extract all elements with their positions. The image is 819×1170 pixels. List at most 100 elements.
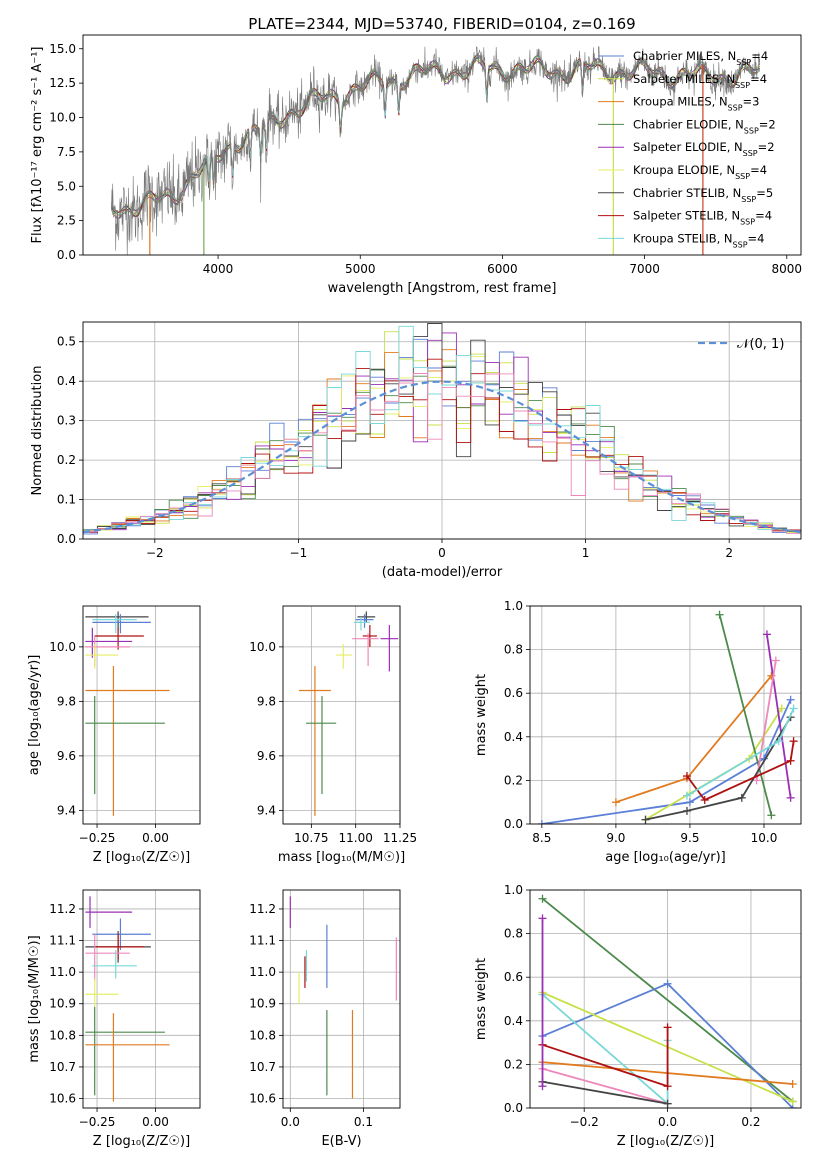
legend-label: Salpeter MILES, NSSP=4 bbox=[633, 72, 767, 90]
legend-name: Salpeter STELIB, N bbox=[633, 209, 740, 223]
histogram-step bbox=[83, 373, 801, 534]
mass-weight-line bbox=[766, 634, 792, 798]
x-tick-label: −0.2 bbox=[570, 1115, 599, 1129]
mass-weight-line bbox=[542, 1067, 668, 1105]
x-tick-label: −1 bbox=[290, 546, 308, 560]
plus-marker bbox=[762, 630, 771, 639]
legend-suffix: =4 bbox=[751, 49, 768, 63]
age-vs-mass-panel: 10.75 11.00 11.25 9.4 9.6 9.8 10.0 mass [log₁₀(… bbox=[249, 605, 417, 865]
legend-subscript: SSP bbox=[728, 103, 743, 112]
x-axis-label: E(B-V) bbox=[321, 1134, 361, 1149]
legend-name: Kroupa MILES, N bbox=[633, 95, 728, 109]
legend-label: Chabrier MILES, NSSP=4 bbox=[633, 49, 768, 67]
plus-marker bbox=[774, 737, 783, 746]
y-tick-label: 0.0 bbox=[57, 532, 76, 546]
y-tick-label: 12.5 bbox=[49, 76, 76, 90]
x-tick-label: −2 bbox=[146, 546, 164, 560]
errorbar-point bbox=[92, 918, 151, 951]
x-axis-label: age [log₁₀(age/yr)] bbox=[605, 850, 726, 865]
x-axis-label: mass [log₁₀(M/M☉)] bbox=[278, 850, 405, 865]
y-tick-label: 0.8 bbox=[504, 927, 523, 941]
errorbar-point bbox=[306, 695, 337, 795]
errorbar-point bbox=[362, 625, 377, 647]
plot-area bbox=[298, 611, 399, 816]
y-tick-label: 9.6 bbox=[57, 749, 76, 763]
y-axis-label: mass weight bbox=[474, 958, 489, 1040]
x-tick-label: 0.0 bbox=[281, 1115, 300, 1129]
y-tick-label: 0.2 bbox=[504, 1057, 523, 1071]
plus-marker bbox=[685, 798, 694, 807]
axes-frame bbox=[82, 605, 201, 825]
errorbar-point bbox=[352, 633, 379, 666]
residual-histogram-panel: −2 −1 0 1 2 0.0 0.1 0.2 0.3 0.4 0.5 (data-model)/er… bbox=[30, 321, 802, 580]
mass-weight-line bbox=[718, 614, 773, 816]
legend-name: Kroupa STELIB, N bbox=[633, 231, 733, 245]
y-tick-label: 0.6 bbox=[504, 970, 523, 984]
plus-marker bbox=[537, 820, 546, 824]
axes-frame bbox=[82, 889, 201, 1109]
errorbar-point bbox=[355, 614, 374, 628]
legend-subscript: SSP bbox=[735, 172, 750, 181]
x-tick-label: −0.25 bbox=[79, 831, 116, 845]
legend-label: Kroupa STELIB, NSSP=4 bbox=[633, 231, 764, 249]
axes-frame bbox=[82, 34, 802, 256]
mass-vs-metallicity-panel: −0.25 0.00 10.6 10.7 10.8 10.9 11.0 11.1 11.2 Z [… bbox=[27, 889, 201, 1149]
plus-marker bbox=[538, 914, 547, 923]
legend-subscript: SSP bbox=[736, 58, 751, 67]
y-tick-label: 0.0 bbox=[504, 1101, 523, 1115]
y-tick-label: 0.1 bbox=[57, 493, 76, 507]
legend-name: Salpeter MILES, N bbox=[633, 72, 735, 86]
x-axis-label: Z [log₁₀(Z/Z☉)] bbox=[93, 1134, 190, 1149]
x-tick-label: −0.25 bbox=[79, 1115, 116, 1129]
y-axis-label: mass weight bbox=[474, 674, 489, 756]
legend-suffix: =4 bbox=[750, 163, 767, 177]
legend-subscript: SSP bbox=[741, 194, 756, 203]
plus-marker bbox=[663, 1023, 672, 1032]
legend-label: Kroupa ELODIE, NSSP=4 bbox=[633, 163, 767, 181]
y-tick-label: 11.1 bbox=[49, 934, 76, 948]
legend-subscript: SSP bbox=[744, 126, 759, 135]
y-tick-label: 10.9 bbox=[49, 997, 76, 1011]
legend-name: Chabrier MILES, N bbox=[633, 49, 736, 63]
legend-subscript: SSP bbox=[735, 80, 750, 89]
y-tick-label: 11.0 bbox=[49, 965, 76, 979]
x-tick-label: 2 bbox=[725, 546, 733, 560]
legend-label: Salpeter ELODIE, NSSP=2 bbox=[633, 140, 775, 158]
plus-marker bbox=[682, 791, 691, 800]
spectrum-panel: 4000 5000 6000 7000 8000 0.0 2.5 5.0 7.5 10.0 12.5… bbox=[30, 15, 802, 296]
age-vs-metallicity-panel: −0.25 0.00 9.4 9.6 9.8 10.0 Z [log₁₀(Z/Z☉)] age… bbox=[27, 605, 201, 865]
y-tick-label: 9.4 bbox=[257, 803, 276, 817]
legend-label: Chabrier ELODIE, NSSP=2 bbox=[633, 117, 776, 135]
legend-suffix: =5 bbox=[756, 186, 773, 200]
x-tick-label: 9.0 bbox=[606, 831, 625, 845]
y-tick-label: 0.4 bbox=[504, 1014, 523, 1028]
plus-marker bbox=[788, 1080, 797, 1089]
x-axis-label: Z [log₁₀(Z/Z☉)] bbox=[93, 850, 190, 865]
y-tick-label: 10.6 bbox=[249, 1092, 276, 1106]
plus-marker bbox=[663, 979, 672, 988]
plus-marker bbox=[663, 1099, 672, 1108]
legend-name: Chabrier STELIB, N bbox=[633, 186, 741, 200]
mass-weight-line bbox=[615, 675, 773, 804]
legend-name: Salpeter ELODIE, N bbox=[633, 140, 743, 154]
legend-subscript: SSP bbox=[733, 240, 748, 249]
x-tick-label: 11.00 bbox=[339, 831, 373, 845]
legend-label: Salpeter STELIB, NSSP=4 bbox=[633, 209, 772, 227]
y-tick-label: 15.0 bbox=[49, 42, 76, 56]
errorbar-point bbox=[357, 611, 376, 623]
histogram-legend: 𝒩(0, 1) bbox=[698, 337, 784, 352]
mass-weight-line bbox=[686, 741, 795, 802]
legend-subscript: SSP bbox=[740, 217, 755, 226]
y-tick-label: 2.5 bbox=[57, 214, 76, 228]
axes-frame bbox=[282, 889, 401, 1109]
mass-weight-line bbox=[645, 716, 792, 821]
x-tick-label: 0.2 bbox=[741, 1115, 760, 1129]
plus-marker bbox=[789, 737, 798, 746]
y-tick-label: 0.3 bbox=[57, 414, 76, 428]
mass-weight-line bbox=[541, 699, 792, 824]
legend-suffix: =2 bbox=[759, 117, 776, 131]
plus-marker bbox=[786, 756, 795, 765]
plus-marker bbox=[682, 772, 691, 781]
